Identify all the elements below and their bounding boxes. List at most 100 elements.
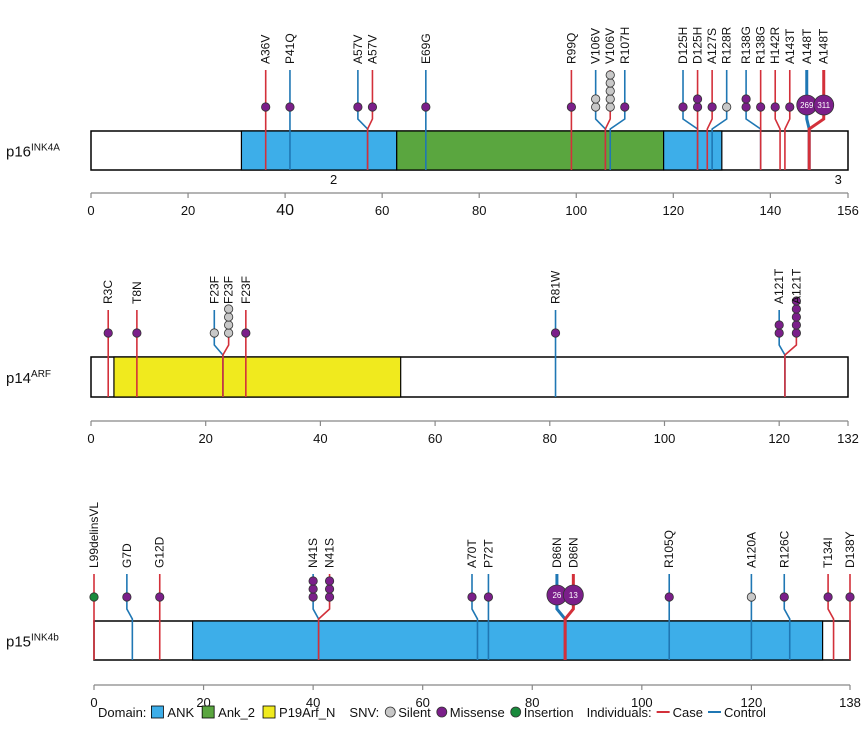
silent-dot xyxy=(209,328,219,338)
variant-label: A120A xyxy=(744,532,758,568)
variant-t8n: T8N xyxy=(130,281,144,397)
missense-dot xyxy=(367,102,378,112)
missense-dot xyxy=(308,576,318,586)
variant-stem xyxy=(126,574,134,660)
variant-a148t: 311 A148T xyxy=(807,28,835,170)
tick-label: 0 xyxy=(87,431,94,446)
variant-label: R99Q xyxy=(564,33,578,64)
protein-name: p16INK4A xyxy=(6,143,60,161)
tick-label: 0 xyxy=(87,203,94,218)
variant-label: G12D xyxy=(153,536,167,568)
domain-ank xyxy=(240,130,398,171)
domain-ank xyxy=(192,620,824,661)
variant-label: V106V xyxy=(603,28,617,64)
missense-dot xyxy=(421,102,431,112)
tick-label: 100 xyxy=(565,203,587,218)
variant-stem xyxy=(807,70,826,170)
variant-a70t: A70T xyxy=(465,539,479,660)
variant-r81w: R81W xyxy=(549,270,563,397)
silent-dot xyxy=(224,312,234,322)
missense-dot xyxy=(664,592,674,602)
variant-f23f: F23F xyxy=(239,276,253,397)
legend-dot xyxy=(436,706,448,718)
variant-r138g: R138G xyxy=(754,26,768,170)
variant-label: H142R xyxy=(768,26,782,64)
variant-n41s: N41S xyxy=(317,538,337,660)
legend-swatch xyxy=(201,705,215,719)
variant-a120a: A120A xyxy=(744,532,758,660)
variant-label: A121T xyxy=(772,268,786,304)
tick-label: 100 xyxy=(654,431,676,446)
silent-dot xyxy=(224,304,234,314)
variant-label: A36V xyxy=(259,35,273,64)
protein-name: p15INK4b xyxy=(6,633,59,651)
missense-dot xyxy=(692,94,703,104)
variant-stem xyxy=(784,70,791,170)
missense-dot xyxy=(791,304,801,314)
silent-dot xyxy=(591,94,601,104)
tick-label: 60 xyxy=(375,203,389,218)
legend-individual-case: Case xyxy=(673,705,703,720)
missense-dot xyxy=(550,328,561,338)
missense-dot xyxy=(285,102,295,112)
variant-label: A57V xyxy=(351,35,365,64)
variant-label: G7D xyxy=(120,543,134,568)
tick-label: 20 xyxy=(181,203,195,218)
tick-label: 140 xyxy=(760,203,782,218)
tick-label: 60 xyxy=(415,695,429,710)
missense-dot xyxy=(791,312,801,322)
variant-n41s: N41S xyxy=(306,538,320,660)
count-bubble xyxy=(562,584,584,606)
missense-dot xyxy=(791,296,801,306)
variant-label: R3C xyxy=(101,280,115,304)
legend-snv-insertion: Insertion xyxy=(524,705,574,720)
variant-label: P72T xyxy=(481,539,495,568)
silent-dot xyxy=(591,102,601,112)
count-label: 269 xyxy=(800,101,814,110)
missense-dot xyxy=(741,94,751,104)
missense-dot xyxy=(774,328,784,338)
tick-label: 80 xyxy=(472,203,486,218)
variant-label: D86N xyxy=(550,537,564,568)
variant-stem xyxy=(711,70,728,170)
variant-d86n: 13 D86N xyxy=(562,537,584,660)
variant-label: T8N xyxy=(130,281,144,304)
exon-label: 3 xyxy=(835,172,842,187)
variant-g7d: G7D xyxy=(120,543,134,660)
variant-label: A148T xyxy=(800,28,814,64)
variant-label: R138G xyxy=(739,26,753,64)
variant-label: N41S xyxy=(323,538,337,568)
tick-label: 138 xyxy=(839,695,861,710)
missense-dot xyxy=(779,592,789,602)
legend-domain-ank_2: Ank_2 xyxy=(218,705,255,720)
variant-stem xyxy=(827,574,835,660)
missense-dot xyxy=(261,102,271,112)
missense-dot xyxy=(324,576,335,586)
legend-snv-missense: Missense xyxy=(450,705,505,720)
legend-dot xyxy=(510,706,522,718)
variant-f23f: F23F xyxy=(222,276,236,397)
domain-ank_2 xyxy=(396,130,665,171)
missense-dot xyxy=(155,592,165,602)
variant-d125h: D125H xyxy=(691,27,705,170)
variant-label: R107H xyxy=(618,27,632,64)
variant-label: A57V xyxy=(365,35,379,64)
variant-stem xyxy=(783,574,791,660)
tick-label: 120 xyxy=(741,695,763,710)
variant-label: A70T xyxy=(465,539,479,568)
variant-stem xyxy=(471,574,479,660)
variant-a127s: A127S xyxy=(705,28,719,170)
variant-r128r: R128R xyxy=(711,26,734,170)
variant-a57v: A57V xyxy=(365,35,379,170)
silent-dot xyxy=(605,102,615,112)
protein-panel-p16: p16INK4A A36V P41Q A57V A57V E69G R99Q V106V V10… xyxy=(6,26,859,219)
tick-label: 156 xyxy=(837,203,859,218)
variant-label: A148T xyxy=(817,28,831,64)
tick-label: 120 xyxy=(768,431,790,446)
position-axis: 0 20 40 60 80 100 120 138 xyxy=(90,684,861,710)
tick-label: 0 xyxy=(90,695,97,710)
variant-label: V106V xyxy=(589,28,603,64)
silent-dot xyxy=(605,78,615,88)
tick-label: 40 xyxy=(276,202,294,219)
